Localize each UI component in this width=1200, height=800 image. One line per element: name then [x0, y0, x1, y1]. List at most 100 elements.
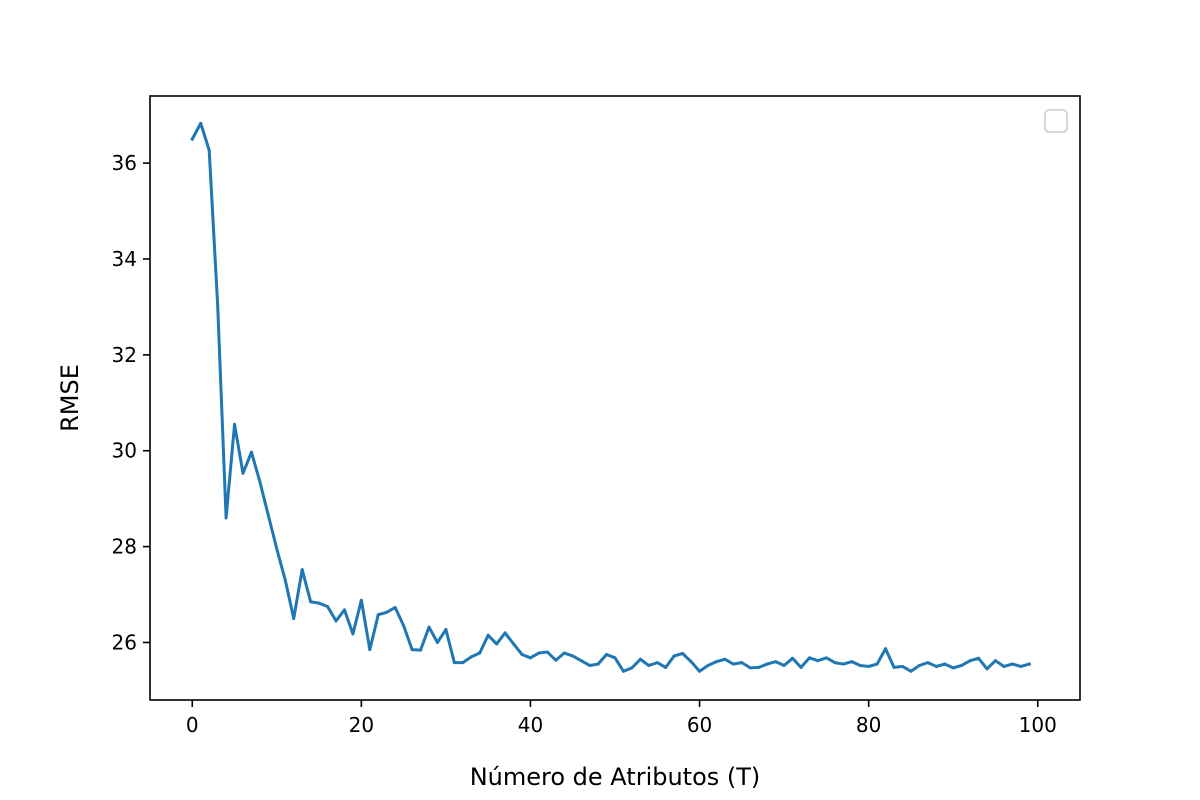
data-point: [605, 652, 609, 656]
data-point: [469, 655, 473, 659]
x-tick-label: 0: [186, 713, 199, 737]
x-tick-label: 60: [687, 713, 712, 737]
data-point: [892, 665, 896, 669]
data-point: [875, 662, 879, 666]
data-point: [731, 662, 735, 666]
rmse-series-line: [190, 121, 1032, 673]
data-point: [655, 661, 659, 665]
data-point: [791, 656, 795, 660]
data-point: [359, 598, 363, 602]
y-tick-label: 30: [112, 439, 137, 463]
data-point: [224, 516, 228, 520]
data-point: [740, 661, 744, 665]
data-point: [283, 578, 287, 582]
data-point: [342, 608, 346, 612]
data-point: [512, 642, 516, 646]
data-point: [782, 663, 786, 667]
x-tick-label: 40: [518, 713, 543, 737]
data-point: [943, 662, 947, 666]
data-point: [985, 667, 989, 671]
x-tick-label: 20: [349, 713, 374, 737]
data-point: [706, 663, 710, 667]
y-tick-label: 34: [112, 247, 137, 271]
data-point: [748, 666, 752, 670]
data-point: [402, 624, 406, 628]
y-tick-label: 36: [112, 151, 137, 175]
y-axis-ticks: 26 28 30 32 34 36: [112, 151, 150, 654]
x-axis-ticks: 0 20 40 60 80 100: [186, 700, 1057, 737]
data-point: [275, 547, 279, 551]
data-point: [858, 663, 862, 667]
data-point: [562, 651, 566, 655]
data-point: [951, 666, 955, 670]
data-point: [435, 640, 439, 644]
x-tick-label: 100: [1019, 713, 1057, 737]
data-point: [867, 664, 871, 668]
data-point: [977, 656, 981, 660]
data-point: [233, 422, 237, 426]
data-point: [799, 665, 803, 669]
data-point: [774, 660, 778, 664]
data-point: [520, 652, 524, 656]
data-point: [833, 661, 837, 665]
data-point: [1002, 664, 1006, 668]
data-point: [495, 642, 499, 646]
data-point: [816, 659, 820, 663]
data-point: [926, 661, 930, 665]
data-point: [300, 568, 304, 572]
data-point: [765, 662, 769, 666]
data-point: [723, 657, 727, 661]
data-point: [647, 663, 651, 667]
data-point: [630, 666, 634, 670]
data-point: [427, 625, 431, 629]
data-point: [266, 513, 270, 517]
data-point: [588, 663, 592, 667]
data-point: [334, 619, 338, 623]
data-point: [672, 654, 676, 658]
data-point: [554, 658, 558, 662]
data-point: [884, 647, 888, 651]
data-point: [258, 480, 262, 484]
data-point: [503, 631, 507, 635]
data-point: [376, 613, 380, 617]
data-point: [190, 137, 194, 141]
y-tick-label: 26: [112, 630, 137, 654]
data-point: [545, 650, 549, 654]
data-point: [478, 651, 482, 655]
data-point: [486, 633, 490, 637]
rmse-series-points: [190, 121, 1031, 673]
data-point: [385, 610, 389, 614]
data-point: [596, 662, 600, 666]
data-point: [934, 664, 938, 668]
x-axis-label: Número de Atributos (T): [470, 763, 761, 791]
data-point: [900, 664, 904, 668]
data-point: [351, 632, 355, 636]
data-point: [216, 303, 220, 307]
data-point: [909, 669, 913, 673]
data-point: [579, 659, 583, 663]
data-point: [393, 605, 397, 609]
data-point: [241, 471, 245, 475]
data-point: [689, 660, 693, 664]
data-point: [917, 663, 921, 667]
data-point: [452, 661, 456, 665]
data-point: [410, 648, 414, 652]
y-tick-label: 32: [112, 343, 137, 367]
data-point: [368, 648, 372, 652]
data-point: [698, 669, 702, 673]
data-point: [714, 660, 718, 664]
plot-frame: [149, 95, 1081, 701]
data-point: [968, 659, 972, 663]
data-point: [292, 617, 296, 621]
data-point: [199, 121, 203, 125]
data-point: [537, 651, 541, 655]
data-point: [824, 656, 828, 660]
data-point: [850, 660, 854, 664]
data-point: [419, 648, 423, 652]
data-point: [444, 628, 448, 632]
data-point: [757, 665, 761, 669]
data-point: [1010, 662, 1014, 666]
data-point: [638, 657, 642, 661]
data-point: [309, 600, 313, 604]
